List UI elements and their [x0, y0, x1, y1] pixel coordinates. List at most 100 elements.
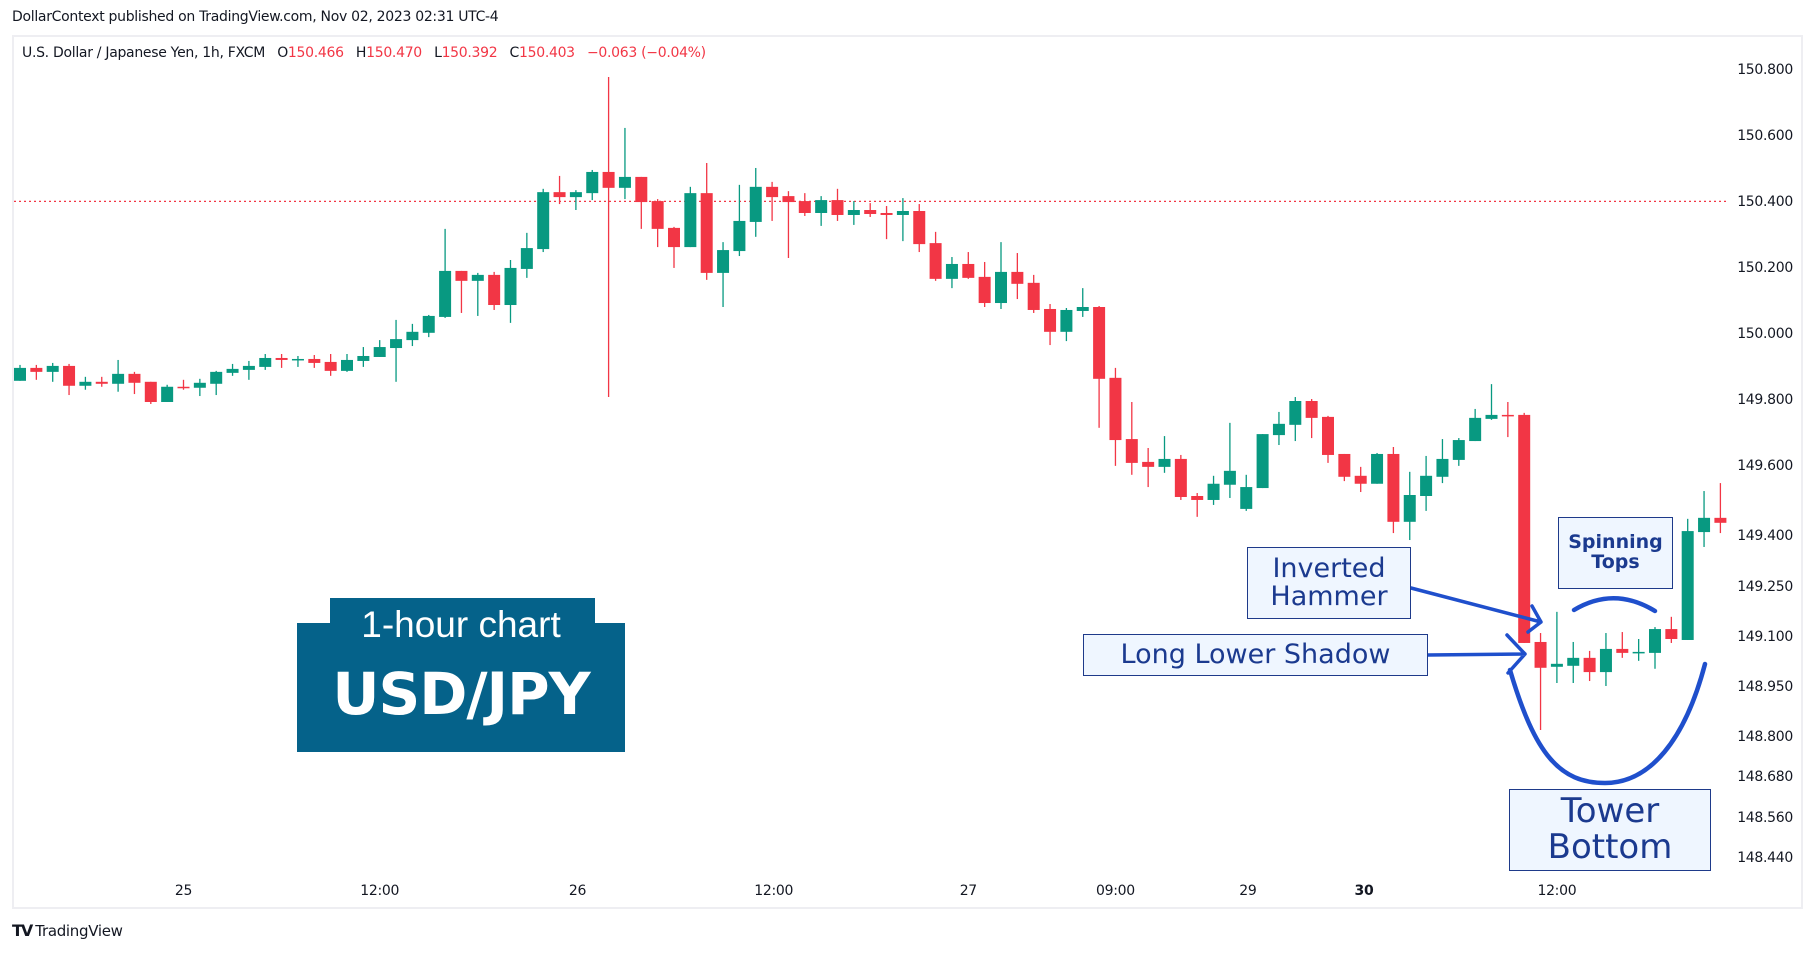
candle [488, 271, 501, 310]
low-value: 150.392 [441, 45, 498, 61]
tower-bottom-note: Tower Bottom [1509, 789, 1711, 871]
chart-frame[interactable] [12, 35, 1803, 909]
candle-body [324, 361, 337, 371]
candle-body [1649, 629, 1661, 653]
candle-body [1109, 377, 1122, 441]
open-label: O [277, 45, 288, 61]
candle [324, 353, 337, 376]
tradingview-logo-icon: TV [12, 921, 33, 940]
candle-body [291, 358, 304, 361]
candle [815, 196, 828, 226]
time-tick-label: 12:00 [754, 883, 794, 899]
candle [63, 363, 76, 396]
candle [1240, 474, 1253, 511]
footer-brand[interactable]: TV TradingView [12, 921, 123, 940]
candle-body [537, 192, 550, 250]
candle-body [373, 347, 386, 357]
candle [520, 232, 533, 278]
candle-body [684, 193, 697, 248]
candle [128, 371, 141, 395]
candle-body [439, 270, 452, 317]
candle-body [63, 365, 76, 386]
candle-body [226, 368, 239, 373]
candle [945, 257, 958, 289]
candle-body [749, 186, 762, 222]
price-tick-label: 150.200 [1737, 260, 1793, 276]
chart-timeframe-label: 1-hour chart [361, 604, 561, 645]
candle [46, 362, 59, 382]
price-tick-label: 148.440 [1737, 850, 1793, 866]
candle [226, 363, 239, 376]
candle [635, 176, 648, 229]
candle-body [275, 357, 288, 360]
inverted-hammer-note: Inverted Hammer [1247, 547, 1411, 619]
candle [929, 231, 942, 281]
candle [275, 353, 288, 368]
candle-body [1289, 401, 1302, 425]
candle [782, 191, 795, 259]
candle [798, 193, 811, 216]
candle [913, 204, 926, 253]
candle [1060, 307, 1073, 342]
candle [1109, 367, 1122, 466]
candle [144, 381, 157, 404]
candle-body [815, 200, 828, 213]
candle [1681, 518, 1694, 640]
candle [1550, 611, 1563, 684]
candle-body [1518, 414, 1531, 643]
candle [1044, 304, 1057, 346]
candle [357, 347, 370, 367]
spinning-tops-note: Spinning Tops [1558, 517, 1673, 589]
candle [1338, 453, 1351, 482]
candle [569, 190, 582, 211]
candle-body [1240, 487, 1253, 509]
candle [259, 353, 272, 370]
candle [1207, 475, 1220, 505]
candle-body [1632, 651, 1645, 654]
candle-body [1027, 282, 1040, 310]
candle [242, 360, 255, 380]
candle-body [766, 186, 779, 198]
candle-body [651, 201, 664, 229]
candle-body [1207, 483, 1220, 500]
candle [1371, 452, 1384, 484]
candle [1420, 455, 1433, 511]
candle-body [1272, 423, 1285, 436]
candle [1469, 408, 1482, 442]
candle-body [128, 373, 141, 383]
candle-body [144, 381, 157, 402]
candle-body [46, 365, 59, 372]
candle-body [668, 227, 680, 248]
candles-group [14, 76, 1727, 731]
time-tick-label: 30 [1354, 883, 1374, 899]
low-label: L [434, 45, 442, 61]
candle-body [193, 382, 206, 388]
candle [193, 378, 206, 397]
candle [390, 319, 403, 382]
tradingview-brand-label: TradingView [35, 921, 123, 940]
candle-body [847, 210, 860, 215]
candle [1534, 633, 1547, 731]
candle [896, 198, 909, 242]
candle [455, 270, 468, 313]
candle-body [717, 250, 730, 273]
close-label: C [509, 45, 520, 61]
time-tick-label: 09:00 [1096, 883, 1135, 899]
time-tick-label: 25 [174, 883, 193, 899]
candle-body [504, 267, 517, 306]
candle-body [177, 386, 190, 389]
candle [1714, 483, 1727, 534]
candle-body [1223, 470, 1236, 485]
candle [161, 384, 174, 402]
price-tick-label: 149.600 [1737, 458, 1793, 474]
candle-body [1599, 648, 1612, 673]
price-tick-label: 150.600 [1737, 128, 1793, 144]
candle-body [700, 193, 713, 273]
candle-body [1076, 306, 1089, 311]
candle-body [161, 386, 174, 402]
candle-body [1371, 453, 1384, 484]
candle [1174, 454, 1187, 500]
candle-body [1403, 495, 1416, 522]
candle-body [79, 381, 92, 386]
